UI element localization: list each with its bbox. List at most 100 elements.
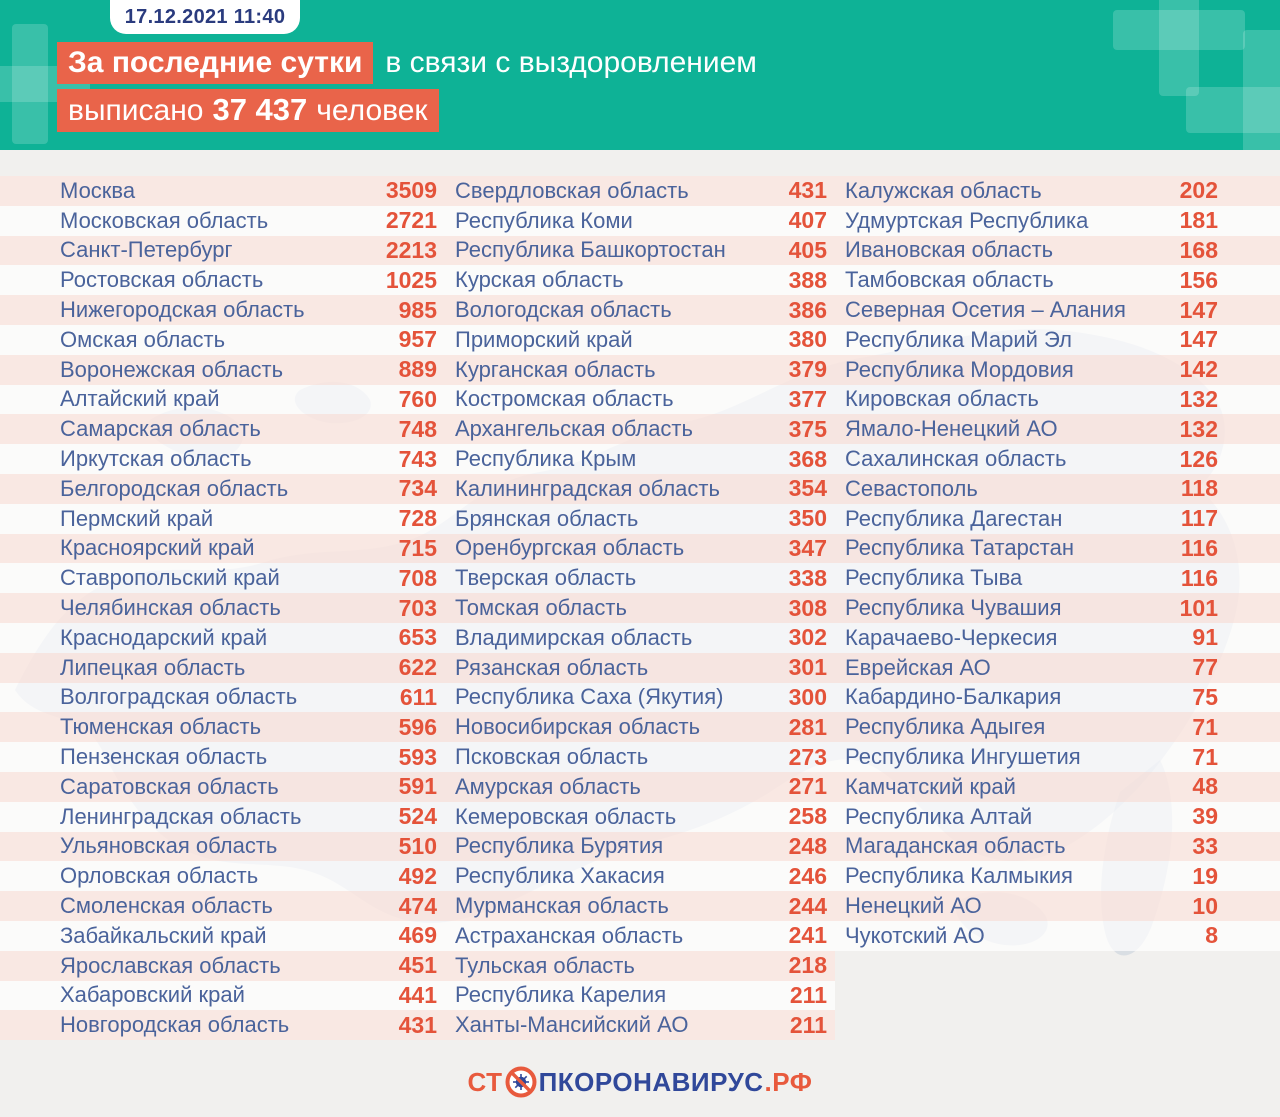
- table-cell: Орловская область 492: [0, 861, 445, 892]
- table-cell: Кабардино-Балкария 75: [835, 682, 1280, 713]
- region-name: Тверская область: [455, 565, 637, 591]
- region-name: Оренбургская область: [455, 535, 685, 561]
- table-cell: [835, 981, 1280, 1011]
- table-cell: Республика Карелия 211: [445, 980, 835, 1011]
- region-value: 431: [788, 177, 827, 204]
- table-cell: Республика Мордовия 142: [835, 354, 1280, 385]
- table-cell: Оренбургская область 347: [445, 533, 835, 564]
- table-cell: [835, 951, 1280, 981]
- region-value: 743: [398, 445, 437, 472]
- region-name: Сахалинская область: [845, 446, 1067, 472]
- region-name: Архангельская область: [455, 416, 693, 442]
- table-cell: Владимирская область 302: [445, 622, 835, 653]
- region-name: Республика Коми: [455, 207, 633, 233]
- table-cell: Астраханская область 241: [445, 920, 835, 951]
- region-name: Ставропольский край: [60, 565, 280, 591]
- table-cell: Приморский край 380: [445, 324, 835, 355]
- table-cell: Северная Осетия – Алания 147: [835, 295, 1280, 325]
- table-cell: Чукотский АО 8: [835, 920, 1280, 951]
- region-name: Республика Крым: [455, 446, 637, 472]
- table-row: Московская область 2721 Республика Коми 407…: [0, 205, 1280, 236]
- logo-suffix: .РФ: [764, 1066, 813, 1097]
- region-name: Удмуртская Республика: [845, 207, 1089, 233]
- region-value: 132: [1179, 385, 1218, 412]
- region-name: Забайкальский край: [60, 922, 267, 948]
- region-value: 8: [1205, 922, 1218, 949]
- table-cell: Саратовская область 591: [0, 771, 445, 802]
- region-name: Чукотский АО: [845, 922, 985, 948]
- region-name: Томская область: [455, 595, 627, 621]
- region-name: Республика Мордовия: [845, 356, 1074, 382]
- table-cell: Иркутская область 743: [0, 444, 445, 474]
- region-name: Республика Хакасия: [455, 863, 665, 889]
- table-cell: Архангельская область 375: [445, 414, 835, 445]
- table-cell: Удмуртская Республика 181: [835, 205, 1280, 236]
- region-value: 2213: [385, 236, 437, 263]
- region-value: 734: [398, 475, 437, 502]
- table-cell: Ульяновская область 510: [0, 831, 445, 862]
- region-value: 116: [1180, 534, 1218, 561]
- table-cell: Калужская область 202: [835, 176, 1280, 206]
- table-row: Липецкая область 622 Рязанская область 301 Е…: [0, 652, 1280, 683]
- table-cell: Нижегородская область 985: [0, 295, 445, 325]
- region-name: Камчатский край: [845, 773, 1016, 799]
- table-row: Саратовская область 591 Амурская область 27…: [0, 771, 1280, 802]
- table-cell: Санкт-Петербург 2213: [0, 235, 445, 266]
- region-value: 273: [788, 743, 827, 770]
- region-name: Ленинградская область: [60, 803, 302, 829]
- table-cell: Воронежская область 889: [0, 354, 445, 385]
- region-name: Республика Татарстан: [845, 535, 1075, 561]
- table-cell: Рязанская область 301: [445, 652, 835, 683]
- table-cell: Ярославская область 451: [0, 950, 445, 981]
- region-value: 3509: [385, 177, 437, 204]
- table-cell: Республика Дагестан 117: [835, 503, 1280, 534]
- region-name: Алтайский край: [60, 386, 220, 412]
- region-value: 10: [1192, 892, 1218, 919]
- table-cell: Алтайский край 760: [0, 384, 445, 415]
- region-name: Иркутская область: [60, 446, 252, 472]
- table-row: Белгородская область 734 Калининградская о…: [0, 473, 1280, 504]
- table-cell: Омская область 957: [0, 324, 445, 355]
- region-name: Мурманская область: [455, 893, 669, 919]
- region-name: Саратовская область: [60, 773, 279, 799]
- table-cell: Белгородская область 734: [0, 473, 445, 504]
- table-cell: Московская область 2721: [0, 205, 445, 236]
- region-name: Астраханская область: [455, 922, 684, 948]
- table-row: Нижегородская область 985 Вологодская обла…: [0, 295, 1280, 325]
- region-name: Кабардино-Балкария: [845, 684, 1062, 710]
- table-cell: Республика Татарстан 116: [835, 533, 1280, 564]
- region-name: Воронежская область: [60, 356, 284, 382]
- date-badge: 17.12.2021 11:40: [110, 0, 300, 34]
- region-name: Карачаево-Черкесия: [845, 624, 1058, 650]
- region-name: Рязанская область: [455, 654, 649, 680]
- region-name: Республика Чувашия: [845, 595, 1062, 621]
- region-value: 368: [788, 445, 827, 472]
- table-cell: Республика Хакасия 246: [445, 861, 835, 892]
- table-cell: Самарская область 748: [0, 414, 445, 445]
- region-name: Ханты-Мансийский АО: [455, 1012, 689, 1038]
- region-value: 301: [788, 654, 827, 681]
- region-name: Калининградская область: [455, 475, 720, 501]
- region-value: 703: [398, 594, 437, 621]
- region-name: Республика Башкортостан: [455, 237, 726, 263]
- region-name: Санкт-Петербург: [60, 237, 233, 263]
- table-cell: Костромская область 377: [445, 384, 835, 415]
- region-value: 147: [1179, 326, 1218, 353]
- table-cell: Республика Тыва 116: [835, 563, 1280, 594]
- region-value: 302: [788, 624, 827, 651]
- region-name: Ульяновская область: [60, 833, 278, 859]
- region-name: Севастополь: [845, 475, 978, 501]
- table-cell: Тверская область 338: [445, 563, 835, 594]
- region-name: Псковская область: [455, 744, 649, 770]
- region-value: 379: [788, 356, 827, 383]
- region-value: 241: [788, 922, 827, 949]
- region-name: Приморский край: [455, 326, 633, 352]
- region-value: 405: [788, 236, 827, 263]
- region-name: Тамбовская область: [845, 267, 1054, 293]
- table-cell: Сахалинская область 126: [835, 444, 1280, 474]
- region-value: 71: [1192, 743, 1218, 770]
- region-value: 181: [1179, 207, 1218, 234]
- table-cell: Смоленская область 474: [0, 891, 445, 921]
- region-name: Республика Дагестан: [845, 505, 1063, 531]
- table-row: Смоленская область 474 Мурманская область 2…: [0, 891, 1280, 921]
